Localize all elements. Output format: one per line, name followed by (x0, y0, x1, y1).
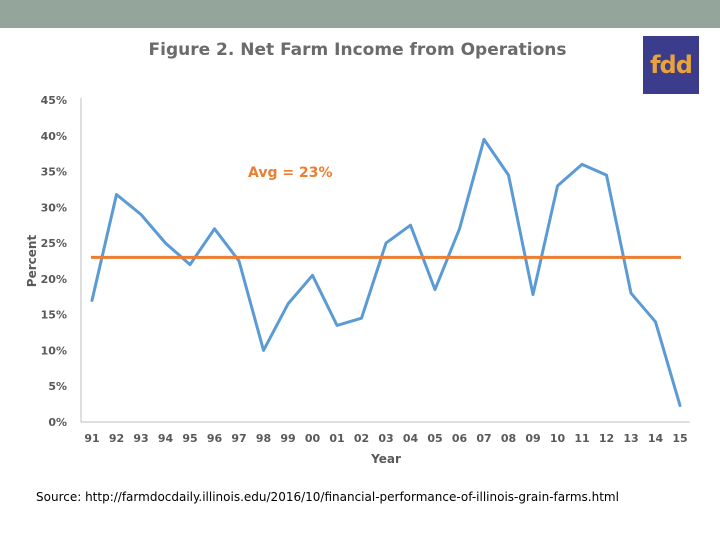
y-tick-label: 0% (48, 416, 67, 429)
x-tick-label: 99 (280, 432, 295, 445)
y-tick-label: 40% (41, 130, 67, 143)
logo-text: fdd (650, 51, 693, 79)
x-tick-label: 07 (476, 432, 491, 445)
x-tick-label: 11 (574, 432, 589, 445)
y-tick-label: 20% (41, 273, 67, 286)
y-tick-labels: 0% 5% 10% 15% 20% 25% 30% 35% 40% 45% (41, 94, 67, 429)
y-tick-label: 5% (48, 380, 67, 393)
average-label: Avg = 23% (248, 165, 332, 181)
x-tick-label: 93 (133, 432, 148, 445)
x-tick-label: 03 (378, 432, 393, 445)
fdd-logo: fdd (643, 36, 699, 94)
y-tick-label: 15% (41, 309, 67, 322)
series-line (90, 137, 682, 407)
x-tick-labels: 91 92 93 94 95 96 97 98 99 00 01 02 03 04 05 06 07 08 09 10… (84, 432, 687, 445)
y-tick-label: 35% (41, 166, 67, 179)
x-tick-label: 01 (329, 432, 344, 445)
x-tick-label: 10 (550, 432, 566, 445)
y-tick-label: 30% (41, 201, 67, 214)
x-tick-label: 05 (427, 432, 442, 445)
x-tick-label: 91 (84, 432, 99, 445)
y-axis-label: Percent (25, 235, 39, 288)
series-line-group (90, 137, 682, 407)
average-line-group: Avg = 23% (91, 165, 681, 259)
y-tick-label: 10% (41, 344, 67, 357)
x-tick-label: 97 (231, 432, 246, 445)
x-tick-label: 15 (672, 432, 687, 445)
x-tick-label: 14 (648, 432, 664, 445)
x-tick-label: 98 (256, 432, 271, 445)
x-tick-label: 92 (109, 432, 124, 445)
x-tick-label: 06 (452, 432, 468, 445)
top-bar (0, 0, 720, 28)
y-tick-label: 25% (41, 237, 67, 250)
x-tick-label: 96 (207, 432, 223, 445)
x-tick-label: 12 (599, 432, 614, 445)
x-tick-label: 94 (158, 432, 174, 445)
x-tick-label: 04 (403, 432, 419, 445)
x-tick-label: 00 (305, 432, 321, 445)
source-caption: Source: http://farmdocdaily.illinois.edu… (36, 490, 619, 504)
chart-title: Figure 2. Net Farm Income from Operation… (148, 40, 567, 60)
x-axis-label: Year (370, 452, 401, 466)
x-tick-label: 08 (501, 432, 516, 445)
x-tick-label: 09 (525, 432, 540, 445)
x-tick-label: 95 (182, 432, 197, 445)
y-tick-label: 45% (41, 94, 67, 107)
x-tick-label: 02 (354, 432, 369, 445)
chart-axes (80, 98, 690, 423)
x-tick-label: 13 (623, 432, 638, 445)
